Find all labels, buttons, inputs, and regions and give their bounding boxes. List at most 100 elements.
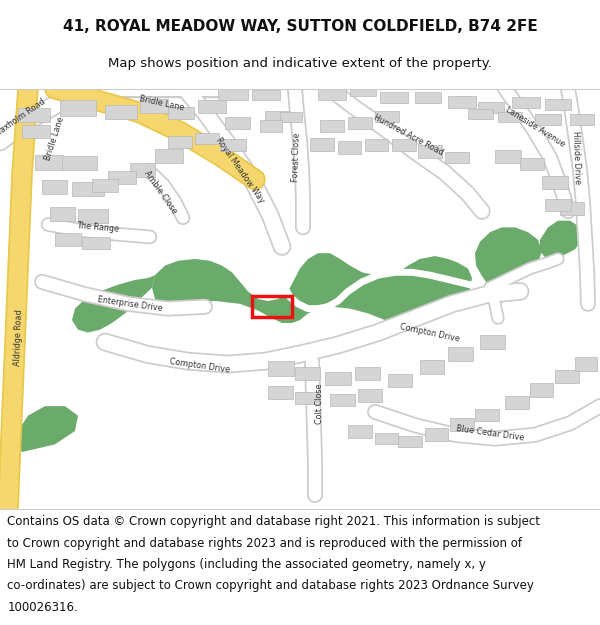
Bar xyxy=(505,396,529,409)
Bar xyxy=(418,145,442,158)
Bar xyxy=(268,386,293,399)
Bar xyxy=(72,182,104,196)
Bar xyxy=(268,361,294,376)
Text: 100026316.: 100026316. xyxy=(7,601,78,614)
Text: Map shows position and indicative extent of the property.: Map shows position and indicative extent… xyxy=(108,58,492,71)
Bar xyxy=(60,100,96,116)
Bar xyxy=(545,99,571,110)
Text: co-ordinates) are subject to Crown copyright and database rights 2023 Ordnance S: co-ordinates) are subject to Crown copyr… xyxy=(7,579,534,592)
Bar xyxy=(155,149,183,163)
Bar xyxy=(50,208,75,221)
Bar xyxy=(355,367,380,381)
Bar xyxy=(108,171,136,184)
Bar xyxy=(560,201,584,215)
Bar xyxy=(195,132,219,144)
Bar xyxy=(325,372,351,385)
Bar xyxy=(348,118,372,129)
Bar xyxy=(105,105,137,119)
Text: Bridle Lane: Bridle Lane xyxy=(44,116,66,161)
Bar xyxy=(168,136,192,148)
Bar xyxy=(260,120,282,132)
Bar xyxy=(415,92,441,103)
Text: Contains OS data © Crown copyright and database right 2021. This information is : Contains OS data © Crown copyright and d… xyxy=(7,515,540,528)
Text: Blue Cedar Drive: Blue Cedar Drive xyxy=(455,424,524,442)
Text: Laneside Avenue: Laneside Avenue xyxy=(504,105,566,149)
Bar xyxy=(318,89,346,100)
Bar xyxy=(82,237,110,249)
Bar xyxy=(478,102,504,112)
Bar xyxy=(555,370,579,383)
Bar xyxy=(542,176,568,189)
Text: Amble Close: Amble Close xyxy=(142,169,178,215)
Bar xyxy=(62,156,97,170)
Bar xyxy=(320,120,344,132)
Bar xyxy=(140,99,168,112)
Text: Hillside Drive: Hillside Drive xyxy=(571,131,581,184)
Bar xyxy=(348,425,372,438)
Bar xyxy=(450,418,474,431)
Bar xyxy=(22,125,50,139)
Bar xyxy=(495,150,521,163)
Bar xyxy=(18,108,50,122)
Bar xyxy=(468,109,493,119)
Bar xyxy=(35,155,63,170)
Bar xyxy=(280,112,302,123)
Text: Royal Meadow Way: Royal Meadow Way xyxy=(214,136,266,204)
Text: Maxholm Road: Maxholm Road xyxy=(0,97,47,138)
Text: Compton Drive: Compton Drive xyxy=(169,357,231,374)
Bar xyxy=(530,383,553,397)
Bar xyxy=(388,374,412,387)
Text: Forest Close: Forest Close xyxy=(290,132,301,182)
Bar xyxy=(498,112,522,123)
Bar xyxy=(330,394,355,406)
Bar xyxy=(42,179,67,194)
Bar xyxy=(130,163,155,177)
Bar xyxy=(252,90,280,100)
Polygon shape xyxy=(72,275,155,332)
Bar xyxy=(225,118,250,129)
Bar xyxy=(545,199,571,211)
Bar xyxy=(575,357,597,371)
Bar xyxy=(295,367,320,381)
Bar xyxy=(375,111,399,123)
Bar xyxy=(295,392,319,404)
Bar xyxy=(78,209,108,222)
Bar xyxy=(358,389,382,402)
Polygon shape xyxy=(18,406,78,452)
Bar xyxy=(310,139,334,151)
Bar xyxy=(218,89,248,100)
Bar xyxy=(198,100,226,112)
Text: Aldridge Road: Aldridge Road xyxy=(13,309,23,366)
Bar xyxy=(92,179,118,192)
Bar xyxy=(475,409,499,421)
Text: The Range: The Range xyxy=(76,221,119,234)
Bar xyxy=(252,296,292,318)
Bar xyxy=(365,139,388,151)
Bar xyxy=(512,98,540,108)
Text: HM Land Registry. The polygons (including the associated geometry, namely x, y: HM Land Registry. The polygons (includin… xyxy=(7,558,486,571)
Bar xyxy=(55,233,81,246)
Polygon shape xyxy=(540,221,582,261)
Text: 41, ROYAL MEADOW WAY, SUTTON COLDFIELD, B74 2FE: 41, ROYAL MEADOW WAY, SUTTON COLDFIELD, … xyxy=(62,19,538,34)
Bar xyxy=(445,152,469,163)
Bar xyxy=(570,114,594,125)
Bar xyxy=(265,111,290,123)
Bar xyxy=(420,360,444,374)
Bar xyxy=(448,347,473,361)
Bar xyxy=(380,92,408,103)
Text: Hundred Acre Road: Hundred Acre Road xyxy=(371,112,445,157)
Text: Enterprise Drive: Enterprise Drive xyxy=(97,295,163,313)
Bar xyxy=(375,433,398,444)
Bar xyxy=(520,158,544,170)
Polygon shape xyxy=(475,228,542,288)
Bar xyxy=(535,114,561,125)
Text: Colt Close: Colt Close xyxy=(316,384,325,424)
Bar xyxy=(425,428,448,441)
Polygon shape xyxy=(152,253,472,323)
Bar xyxy=(338,141,361,154)
Text: Compton Drive: Compton Drive xyxy=(399,322,461,343)
Bar xyxy=(448,96,476,108)
Bar xyxy=(168,107,194,119)
Bar xyxy=(398,436,422,447)
Text: Bridle Lane: Bridle Lane xyxy=(139,94,185,112)
